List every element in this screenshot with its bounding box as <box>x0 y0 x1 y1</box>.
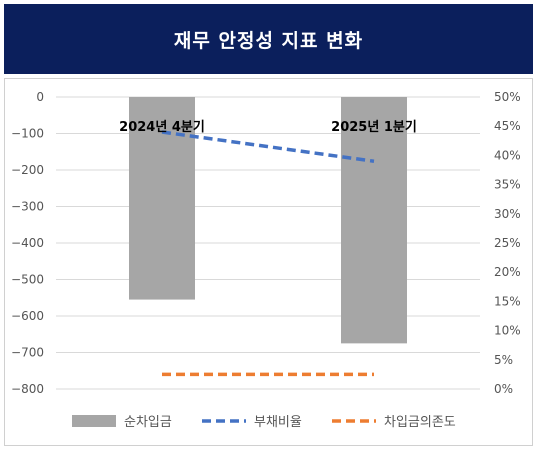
right-axis-tick-label: 30% <box>494 207 521 221</box>
line-부채비율 <box>161 130 375 163</box>
left-axis-tick-label: −300 <box>11 200 44 214</box>
right-axis-tick-label: 45% <box>494 119 521 133</box>
right-axis-tick-label: 20% <box>494 265 521 279</box>
right-axis-tick-label: 5% <box>494 353 513 367</box>
left-axis-tick-label: −100 <box>11 127 44 141</box>
left-axis-tick-label: −500 <box>11 273 44 287</box>
left-axis-tick-label: −700 <box>11 346 44 360</box>
left-axis-tick-label: −800 <box>11 382 44 396</box>
right-axis-tick-label: 0% <box>494 382 513 396</box>
right-axis-tick-label: 50% <box>494 90 521 104</box>
title-bar: 재무 안정성 지표 변화 <box>4 4 533 74</box>
left-axis-tick-label: −200 <box>11 163 44 177</box>
legend-label: 차입금의존도 <box>384 415 456 430</box>
chart-title: 재무 안정성 지표 변화 <box>173 29 364 52</box>
right-axis-tick-label: 25% <box>494 236 521 250</box>
right-axis-tick-label: 35% <box>494 178 521 192</box>
legend-label: 부채비율 <box>254 415 302 430</box>
bar-순차입금 <box>129 97 195 300</box>
legend-label: 순차입금 <box>124 415 172 430</box>
chart-frame <box>4 78 533 446</box>
right-axis-tick-label: 15% <box>494 294 521 308</box>
legend-swatch-bar <box>72 415 116 427</box>
category-label: 2024년 4분기 <box>119 120 205 135</box>
right-axis-tick-label: 40% <box>494 148 521 162</box>
left-axis-tick-label: 0 <box>36 90 44 104</box>
bar-순차입금 <box>341 97 407 344</box>
right-axis-tick-label: 10% <box>494 324 521 338</box>
category-label: 2025년 1분기 <box>331 120 417 135</box>
left-axis-tick-label: −600 <box>11 309 44 323</box>
left-axis-tick-label: −400 <box>11 236 44 250</box>
